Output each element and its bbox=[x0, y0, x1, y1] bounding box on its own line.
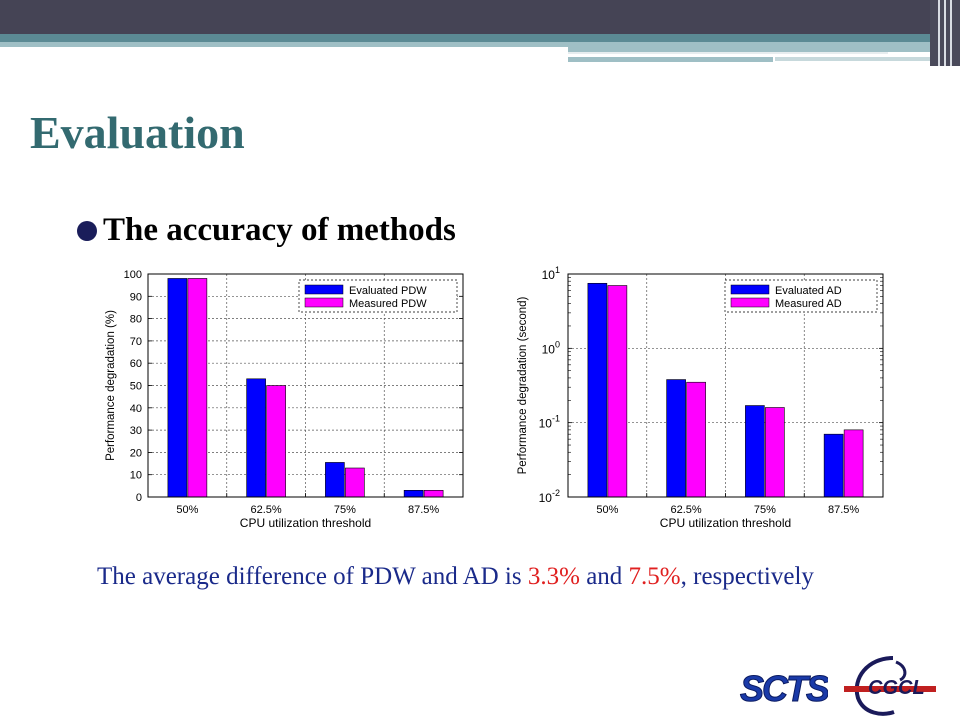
y-tick-label: 80 bbox=[130, 314, 142, 326]
legend-label: Evaluated AD bbox=[775, 285, 842, 297]
y-tick-label: 20 bbox=[130, 447, 142, 459]
slide-title: Evaluation bbox=[30, 107, 245, 158]
legend-swatch bbox=[304, 297, 344, 308]
y-tick-label: 10 bbox=[130, 470, 142, 482]
ad-chart: 10-2 10-1 100 101 50% 62.5% 75% 87.5% CPU utiliz… bbox=[512, 262, 892, 537]
scts-logo-text: SCTS bbox=[740, 668, 828, 708]
x-tick-label: 87.5% bbox=[828, 504, 859, 516]
evaluated-bar bbox=[325, 462, 345, 498]
evaluated-bar bbox=[246, 378, 266, 498]
bullet-text: The accuracy of methods bbox=[103, 212, 456, 248]
legend-label: Measured AD bbox=[775, 298, 842, 310]
summary-middle: and bbox=[579, 563, 629, 590]
pdw-chart: 0 10 20 30 40 50 60 70 80 90 100 50% 62.5% 75% 87.5% CP… bbox=[100, 262, 470, 537]
bullet-item: The accuracy of methods bbox=[77, 212, 456, 249]
x-tick-label: 75% bbox=[754, 504, 776, 516]
header-stripe bbox=[568, 47, 930, 52]
y-tick-label: 100 bbox=[124, 269, 142, 281]
y-tick-base: 10 bbox=[542, 268, 556, 282]
summary-suffix: , respectively bbox=[680, 563, 814, 590]
summary-text: The average difference of PDW and AD is … bbox=[97, 560, 917, 594]
measured-bar bbox=[266, 385, 286, 498]
bullet-icon bbox=[77, 220, 97, 241]
pdw-chart-svg: 0 10 20 30 40 50 60 70 80 90 100 50% 62.5% 75% 87.5% CP… bbox=[105, 269, 464, 530]
measured-bar bbox=[607, 285, 628, 498]
y-axis-label: Performance degradation (%) bbox=[105, 310, 117, 461]
measured-bar bbox=[686, 381, 706, 498]
x-tick-label: 87.5% bbox=[408, 504, 439, 516]
cgcl-logo-text: CGCL bbox=[868, 677, 925, 699]
plot-frame bbox=[567, 273, 884, 498]
y-axis-label: Performance degradation (second) bbox=[517, 296, 529, 474]
y-tick-base: 10 bbox=[539, 491, 553, 505]
header-stripe bbox=[775, 57, 930, 61]
header-stripe bbox=[0, 34, 930, 42]
legend-swatch bbox=[304, 284, 344, 295]
header-stripe bbox=[568, 57, 773, 62]
x-tick-label: 50% bbox=[176, 504, 198, 516]
header-stripe bbox=[568, 52, 888, 54]
x-tick-label: 75% bbox=[334, 504, 356, 516]
x-tick-label: 62.5% bbox=[671, 504, 702, 516]
y-tick-label: 50 bbox=[130, 381, 142, 393]
evaluated-bar bbox=[823, 433, 844, 498]
y-tick-base: 10 bbox=[542, 342, 556, 356]
legend-label: Evaluated PDW bbox=[349, 285, 427, 297]
y-tick-label: 101 bbox=[542, 265, 560, 282]
ad-difference-value: 7.5% bbox=[628, 563, 681, 590]
cgcl-logo: CGCL bbox=[844, 656, 936, 716]
y-tick-exponent: -2 bbox=[552, 488, 560, 498]
header-stripe bbox=[0, 42, 930, 47]
evaluated-bar bbox=[403, 490, 424, 498]
y-tick-label: 0 bbox=[136, 492, 142, 504]
y-tick-label: 10-1 bbox=[539, 414, 560, 431]
x-tick-label: 50% bbox=[596, 504, 618, 516]
evaluated-bar bbox=[167, 278, 188, 498]
plot-frame bbox=[147, 273, 464, 498]
measured-bar bbox=[187, 278, 208, 498]
y-tick-exponent: 1 bbox=[555, 265, 560, 275]
pdw-difference-value: 3.3% bbox=[527, 563, 580, 590]
y-tick-label: 100 bbox=[542, 339, 560, 356]
y-tick-label: 10-2 bbox=[539, 488, 560, 505]
measured-bar bbox=[765, 407, 785, 498]
x-tick-label: 62.5% bbox=[251, 504, 282, 516]
y-tick-label: 70 bbox=[130, 336, 142, 348]
summary-prefix: The average difference of PDW and AD is bbox=[97, 563, 528, 590]
legend-swatch bbox=[730, 284, 770, 295]
evaluated-bar bbox=[666, 379, 686, 498]
legend-swatch bbox=[730, 297, 770, 308]
y-tick-label: 30 bbox=[130, 425, 142, 437]
evaluated-bar bbox=[745, 405, 765, 498]
legend-label: Measured PDW bbox=[349, 298, 427, 310]
measured-bar bbox=[423, 490, 444, 498]
y-tick-exponent: -1 bbox=[552, 414, 560, 424]
y-tick-label: 60 bbox=[130, 358, 142, 370]
header-bar bbox=[0, 0, 930, 34]
x-axis-label: CPU utilization threshold bbox=[660, 516, 791, 530]
measured-bar bbox=[345, 467, 365, 498]
scts-logo: SCTS bbox=[740, 668, 829, 708]
header-corner bbox=[930, 0, 960, 66]
evaluated-bar bbox=[587, 282, 608, 498]
x-axis-label: CPU utilization threshold bbox=[240, 516, 371, 530]
measured-bar bbox=[843, 429, 864, 498]
y-tick-exponent: 0 bbox=[555, 339, 560, 349]
y-tick-label: 40 bbox=[130, 403, 142, 415]
y-tick-base: 10 bbox=[539, 417, 553, 431]
y-tick-label: 90 bbox=[130, 291, 142, 303]
